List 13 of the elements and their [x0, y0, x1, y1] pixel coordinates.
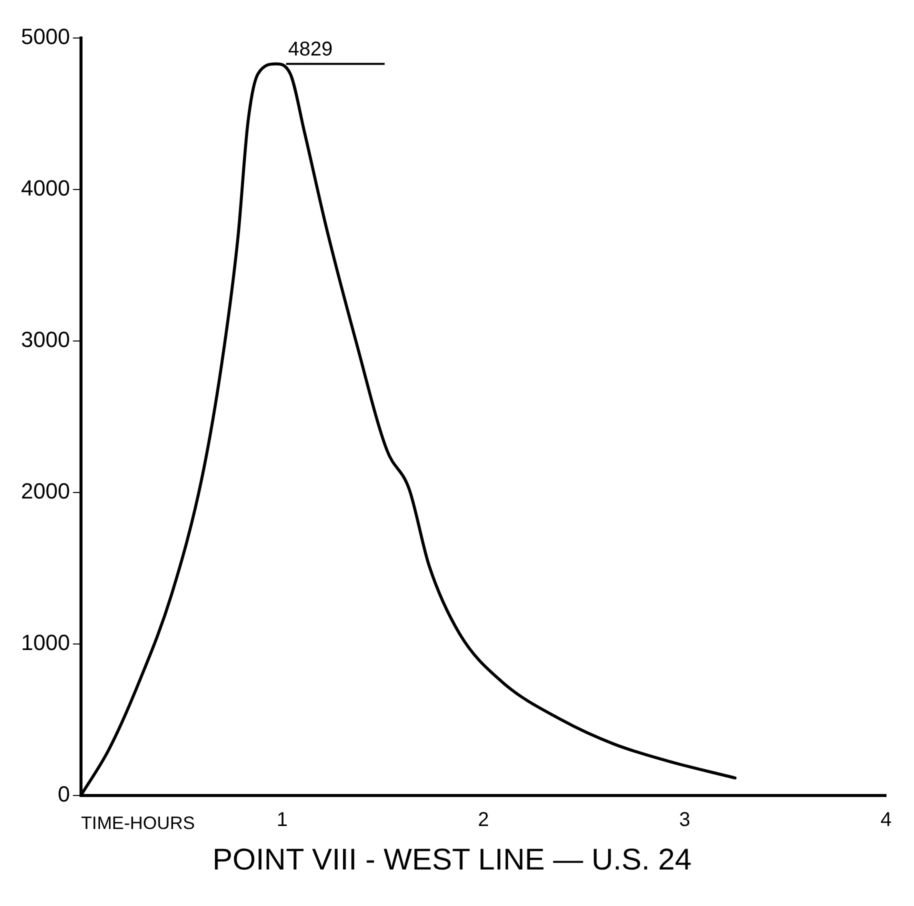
y-tick-label: 1000	[20, 630, 70, 655]
y-tick-label: 3000	[20, 327, 70, 352]
y-tick-label: 5000	[20, 24, 70, 50]
y-tick-label: 2000	[20, 478, 70, 504]
x-tick-label: 1	[276, 808, 288, 831]
y-tick-label: 0	[58, 781, 70, 806]
y-tick-label: 4000	[20, 176, 70, 201]
x-tick-label: 4	[880, 808, 892, 831]
annotation: 4829	[288, 38, 333, 60]
x-tick-label: 3	[679, 808, 690, 831]
x-tick-label: 2	[478, 808, 490, 831]
x-axis-title: TIME-HOURS	[80, 813, 195, 834]
text: POINT VIII - WEST LINE — U.S. 24	[212, 843, 692, 876]
